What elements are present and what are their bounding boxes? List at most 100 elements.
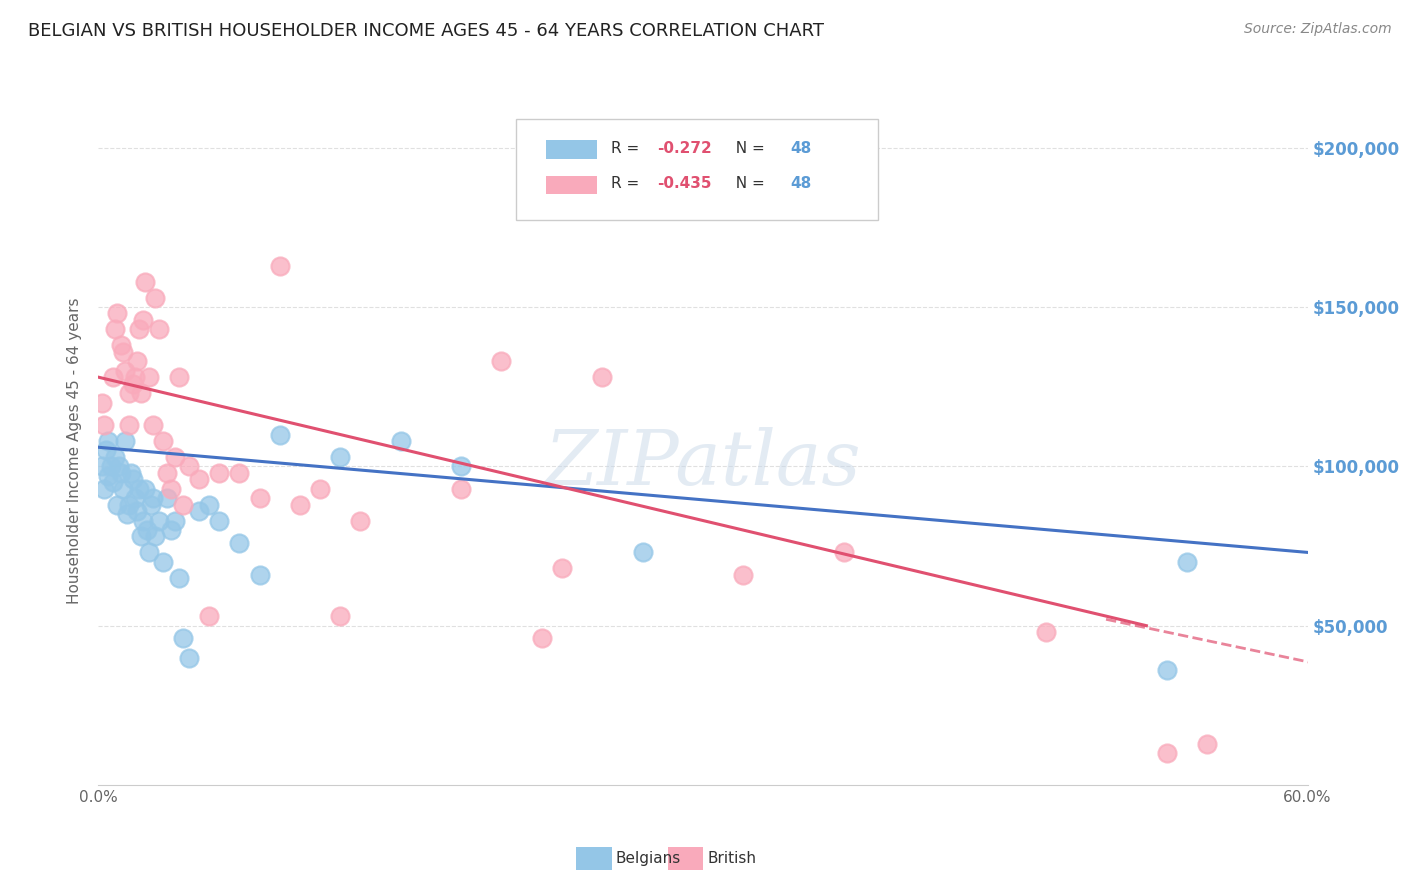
Point xyxy=(111,344,134,359)
Point xyxy=(118,498,141,512)
Point xyxy=(125,504,148,518)
Point xyxy=(152,434,174,448)
Point xyxy=(329,450,352,464)
Point xyxy=(228,536,250,550)
Point xyxy=(167,571,190,585)
Point xyxy=(97,434,120,448)
Point xyxy=(120,466,142,480)
Point xyxy=(101,370,124,384)
Point xyxy=(832,545,855,559)
Text: British: British xyxy=(707,852,756,866)
Point xyxy=(349,514,371,528)
Text: BELGIAN VS BRITISH HOUSEHOLDER INCOME AGES 45 - 64 YEARS CORRELATION CHART: BELGIAN VS BRITISH HOUSEHOLDER INCOME AG… xyxy=(28,22,824,40)
Point xyxy=(208,466,231,480)
Point xyxy=(107,459,129,474)
Point xyxy=(101,475,124,490)
Point xyxy=(91,459,114,474)
Point xyxy=(148,514,170,528)
Point xyxy=(329,609,352,624)
Point xyxy=(249,491,271,506)
Point xyxy=(491,354,513,368)
Point xyxy=(96,443,118,458)
Point xyxy=(143,529,166,543)
Point xyxy=(124,370,146,384)
Point xyxy=(179,459,201,474)
Point xyxy=(135,523,157,537)
Point xyxy=(1195,737,1218,751)
Point xyxy=(172,498,194,512)
Point xyxy=(288,498,311,512)
Point xyxy=(110,466,132,480)
Point xyxy=(91,395,114,409)
Point xyxy=(93,482,115,496)
Point xyxy=(138,370,160,384)
Point xyxy=(163,450,186,464)
Point xyxy=(100,459,122,474)
Bar xyxy=(546,176,596,194)
Point xyxy=(1175,555,1198,569)
Point xyxy=(1156,746,1178,760)
Point xyxy=(132,313,155,327)
Point xyxy=(143,291,166,305)
Point xyxy=(142,417,165,432)
Point xyxy=(103,322,125,336)
Point xyxy=(591,370,613,384)
Point xyxy=(114,434,136,448)
Point xyxy=(389,434,412,448)
Text: R =: R = xyxy=(612,176,644,191)
Text: ZIPatlas: ZIPatlas xyxy=(544,427,862,500)
Point xyxy=(132,514,155,528)
Point xyxy=(152,555,174,569)
Text: R =: R = xyxy=(612,141,644,155)
Point xyxy=(172,632,194,646)
Point xyxy=(269,427,291,442)
Text: -0.272: -0.272 xyxy=(657,141,711,155)
Point xyxy=(97,469,120,483)
Point xyxy=(111,482,134,496)
Point xyxy=(188,504,211,518)
Point xyxy=(631,545,654,559)
Point xyxy=(148,322,170,336)
Point xyxy=(139,498,162,512)
Point xyxy=(93,417,115,432)
Text: Source: ZipAtlas.com: Source: ZipAtlas.com xyxy=(1244,22,1392,37)
Point xyxy=(124,491,146,506)
Y-axis label: Householder Income Ages 45 - 64 years: Householder Income Ages 45 - 64 years xyxy=(67,297,83,604)
Bar xyxy=(546,140,596,159)
Point xyxy=(269,259,291,273)
Point xyxy=(733,567,755,582)
Point xyxy=(160,482,183,496)
Point xyxy=(105,306,128,320)
Point xyxy=(129,529,152,543)
Text: -0.435: -0.435 xyxy=(657,176,711,191)
Point xyxy=(198,498,221,512)
Point xyxy=(121,472,143,486)
Point xyxy=(118,386,141,401)
FancyBboxPatch shape xyxy=(516,120,879,219)
Point xyxy=(198,609,221,624)
Point xyxy=(450,459,472,474)
Point xyxy=(1156,663,1178,677)
Point xyxy=(156,491,179,506)
Point xyxy=(128,482,150,496)
Point xyxy=(105,498,128,512)
Point xyxy=(208,514,231,528)
Point xyxy=(249,567,271,582)
Point xyxy=(309,482,332,496)
Point xyxy=(129,386,152,401)
Point xyxy=(228,466,250,480)
Point xyxy=(1035,625,1057,640)
Point xyxy=(179,650,201,665)
Text: 48: 48 xyxy=(790,141,811,155)
Text: N =: N = xyxy=(725,141,769,155)
Point xyxy=(121,376,143,391)
Point xyxy=(134,482,156,496)
Point xyxy=(450,482,472,496)
Point xyxy=(156,466,179,480)
Point xyxy=(138,545,160,559)
Point xyxy=(125,354,148,368)
Point xyxy=(188,472,211,486)
Point xyxy=(142,491,165,506)
Point xyxy=(103,450,125,464)
Point xyxy=(110,338,132,352)
